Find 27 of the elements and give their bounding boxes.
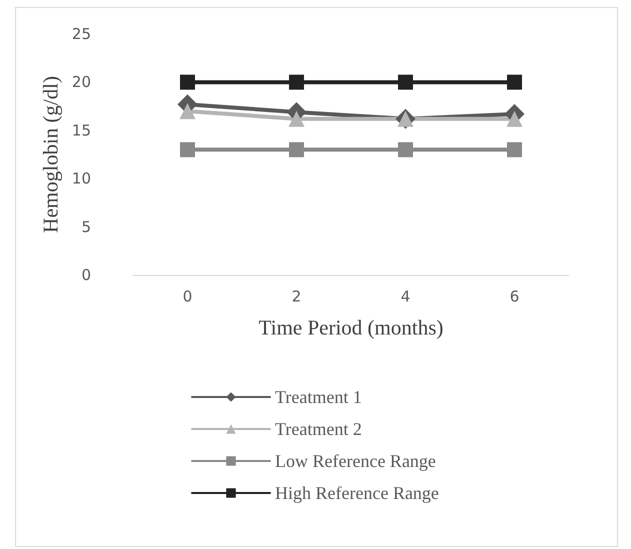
point [398, 142, 413, 158]
y-axis-title: Hemoglobin (g/dl) [38, 76, 63, 233]
point [398, 74, 413, 90]
point [289, 142, 304, 158]
point [180, 103, 196, 120]
legend-label: High Reference Range [275, 483, 439, 503]
y-tick-label: 5 [81, 218, 91, 236]
y-tick-label: 15 [72, 121, 91, 140]
point [289, 74, 304, 90]
x-tick-label: 6 [510, 288, 520, 306]
point [507, 74, 522, 90]
y-tick-label: 10 [72, 170, 91, 188]
point [180, 142, 195, 158]
x-axis-title: Time Period (months) [258, 316, 444, 340]
x-tick-label: 0 [182, 288, 192, 306]
legend-label: Low Reference Range [275, 451, 436, 471]
point [506, 110, 522, 127]
y-tick-label: 0 [81, 266, 91, 284]
point [180, 74, 195, 90]
point [288, 110, 304, 127]
y-tick-label: 20 [72, 73, 91, 92]
y-tick-label: 25 [72, 25, 91, 43]
point [507, 142, 522, 158]
x-tick-label: 4 [400, 288, 410, 306]
legend-label: Treatment 2 [275, 419, 362, 439]
x-tick-label: 2 [292, 288, 302, 306]
legend-label: Treatment 1 [275, 387, 362, 407]
